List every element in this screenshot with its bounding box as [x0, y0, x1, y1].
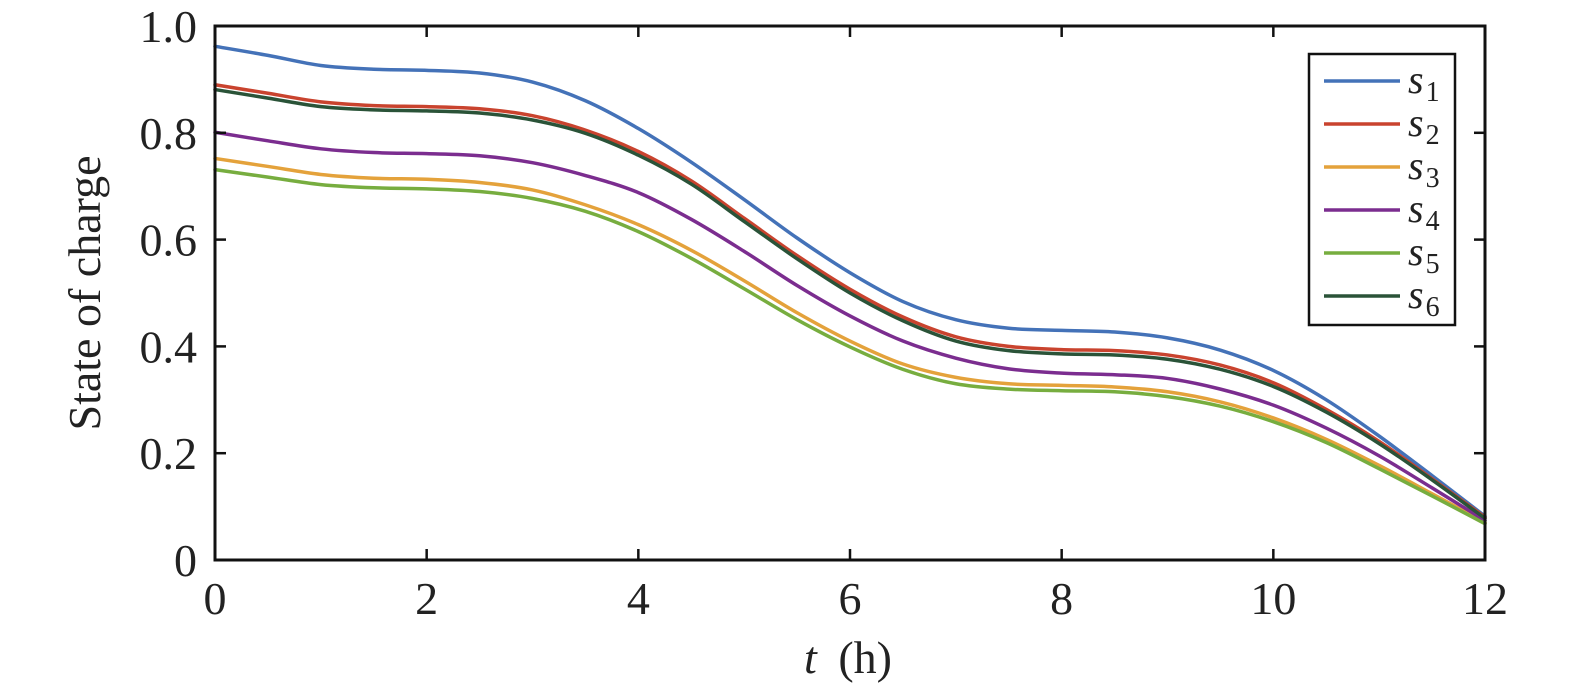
- legend-label-s6: s6: [1408, 272, 1440, 323]
- y-axis-label: State of charge: [59, 155, 110, 430]
- legend-label-s3: s3: [1408, 143, 1440, 194]
- x-axis-label: t (h): [804, 632, 892, 683]
- x-tick-label: 6: [839, 573, 862, 624]
- legend-label-s1: s1: [1408, 57, 1440, 108]
- x-axis-label-var: t: [804, 632, 818, 683]
- x-tick-label: 4: [627, 573, 650, 624]
- x-tick-label: 12: [1462, 573, 1508, 624]
- x-tick-labels: 0 2 4 6 8 10 12: [204, 573, 1509, 624]
- y-tick-label: 0.6: [140, 215, 198, 266]
- legend-box: [1307, 52, 1457, 327]
- y-tick-label: 0: [174, 535, 197, 586]
- y-tick-label: 1.0: [140, 1, 198, 52]
- series-line-s1: [213, 44, 1487, 518]
- series-line-s5: [213, 167, 1487, 526]
- legend-label-s4: s4: [1408, 186, 1440, 237]
- series-line-s3: [213, 156, 1487, 525]
- series-line-s4: [213, 130, 1487, 523]
- x-tick-label: 8: [1050, 573, 1073, 624]
- y-tick-label: 0.2: [140, 428, 198, 479]
- y-tick-labels: 0 0.2 0.4 0.6 0.8 1.0: [140, 1, 198, 586]
- legend-label-s5: s5: [1408, 229, 1440, 280]
- x-axis-label-unit: (h): [838, 632, 892, 683]
- series-line-s6: [213, 87, 1487, 521]
- y-tick-label: 0.8: [140, 108, 198, 159]
- y-tick-label: 0.4: [140, 321, 198, 372]
- ticks-layer: [213, 24, 1487, 562]
- x-tick-label: 0: [204, 573, 227, 624]
- x-tick-label: 10: [1250, 573, 1296, 624]
- x-tick-label: 2: [415, 573, 438, 624]
- legend-label-s2: s2: [1408, 100, 1440, 151]
- series-line-s2: [213, 82, 1487, 520]
- series-layer: [213, 44, 1487, 526]
